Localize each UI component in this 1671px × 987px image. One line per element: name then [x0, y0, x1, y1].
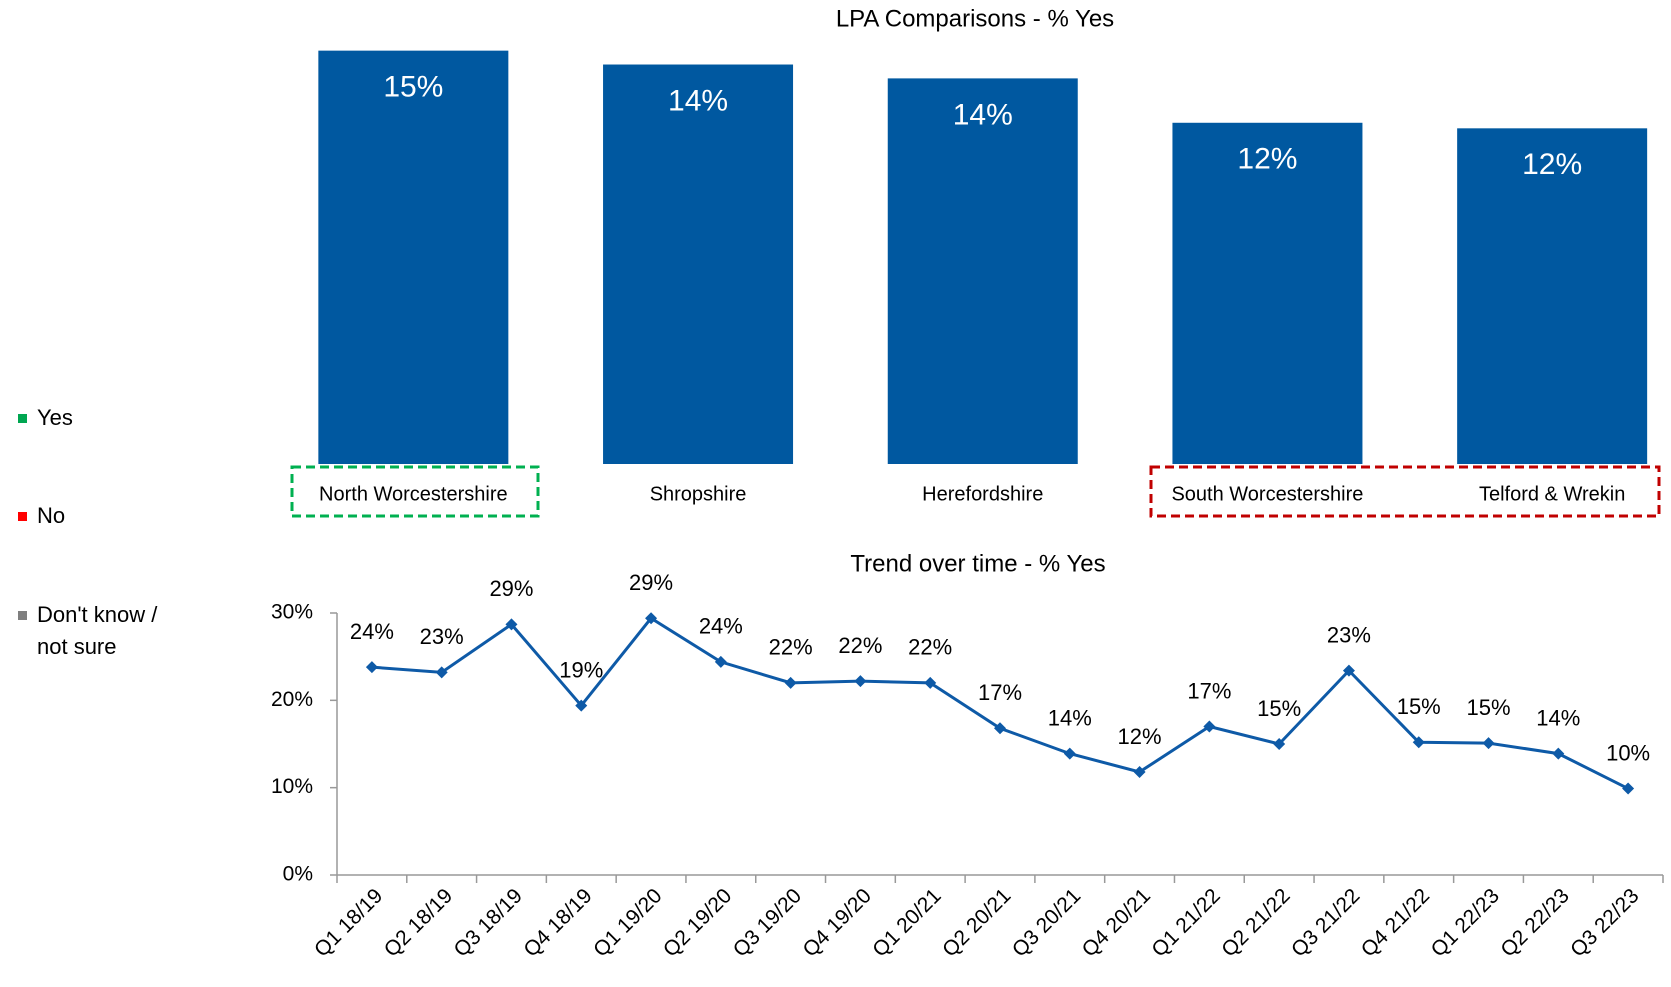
data-label: 17% [978, 680, 1022, 705]
marker [435, 666, 448, 679]
x-tick-label: Q1 18/19 [310, 884, 387, 961]
x-tick-label: Q1 20/21 [868, 884, 945, 961]
marker [1203, 720, 1216, 733]
marker [505, 618, 518, 631]
x-tick-label: Shropshire [650, 483, 747, 505]
bar [603, 64, 794, 465]
x-tick-label: Q2 22/23 [1496, 884, 1573, 961]
data-label: 24% [699, 614, 743, 639]
x-tick-label: Q3 18/19 [450, 884, 527, 961]
marker [365, 661, 378, 674]
marker [1273, 738, 1286, 750]
data-label: 19% [559, 657, 603, 682]
legend-label: No [37, 503, 66, 528]
highlight-box [1149, 465, 1661, 518]
x-tick-label: Herefordshire [922, 483, 1043, 505]
data-label: 12% [1118, 724, 1162, 749]
marker [1412, 736, 1425, 749]
data-label: 23% [1327, 622, 1371, 647]
data-label: 14% [668, 84, 728, 117]
x-tick-label: North Worcestershire [319, 483, 508, 505]
data-label: 22% [769, 635, 813, 660]
x-tick-label: Q2 18/19 [380, 884, 457, 961]
data-label: 15% [1397, 694, 1441, 719]
marker [1552, 747, 1565, 760]
data-label: 23% [420, 624, 464, 649]
legend-label: Yes [37, 405, 73, 430]
data-label: 14% [953, 98, 1013, 131]
legend-label: Don't know / not sure [37, 602, 158, 659]
marker [645, 612, 658, 625]
y-tick-label: 30% [271, 601, 313, 624]
legend-swatch [18, 611, 27, 620]
x-tick-label: Q1 19/20 [589, 884, 666, 961]
data-label: 24% [350, 619, 394, 644]
x-tick-label: South Worcestershire [1171, 483, 1363, 505]
y-tick-label: 0% [283, 863, 313, 886]
chart-title: Trend over time - % Yes [850, 550, 1105, 577]
x-tick-label: Telford & Wrekin [1479, 483, 1625, 505]
data-label: 14% [1048, 705, 1092, 730]
data-label: 10% [1606, 740, 1650, 765]
bar [318, 50, 509, 464]
x-tick-label: Q3 20/21 [1008, 884, 1085, 961]
x-tick-label: Q3 19/20 [729, 884, 806, 961]
highlight-box [290, 465, 540, 518]
data-label: 12% [1237, 143, 1297, 176]
marker [1622, 782, 1635, 795]
marker [854, 675, 867, 688]
bar [887, 78, 1078, 465]
x-tick-label: Q2 21/22 [1217, 884, 1294, 961]
marker [1482, 737, 1495, 750]
x-tick-label: Q3 21/22 [1287, 884, 1364, 961]
data-label: 29% [489, 576, 533, 601]
data-label: 22% [908, 635, 952, 660]
bar [1457, 128, 1648, 465]
y-tick-label: 20% [271, 688, 313, 711]
y-tick-label: 10% [271, 775, 313, 798]
marker [575, 699, 588, 712]
bar [1172, 122, 1363, 464]
legend-swatch [18, 414, 27, 423]
data-label: 29% [629, 570, 673, 595]
chart-title: LPA Comparisons - % Yes [836, 5, 1114, 32]
data-label: 15% [383, 71, 443, 104]
x-tick-label: Q4 18/19 [519, 884, 596, 961]
data-label: 17% [1187, 678, 1231, 703]
x-tick-label: Q3 22/23 [1566, 884, 1643, 961]
x-tick-label: Q4 19/20 [799, 884, 876, 961]
x-tick-label: Q4 20/21 [1078, 884, 1155, 961]
legend-swatch [18, 512, 27, 521]
marker [1342, 664, 1355, 677]
data-label: 22% [838, 633, 882, 658]
x-tick-label: Q1 21/22 [1147, 884, 1224, 961]
data-label: 12% [1522, 148, 1582, 181]
marker [924, 676, 937, 689]
x-tick-label: Q4 21/22 [1357, 884, 1434, 961]
marker [784, 676, 797, 689]
marker [714, 655, 727, 668]
marker [1063, 747, 1076, 760]
data-label: 15% [1257, 696, 1301, 721]
data-label: 14% [1536, 705, 1580, 730]
data-label: 15% [1467, 695, 1511, 720]
x-tick-label: Q2 20/21 [938, 884, 1015, 961]
marker [994, 722, 1006, 735]
x-tick-label: Q1 22/23 [1427, 884, 1504, 961]
marker [1133, 765, 1146, 778]
x-tick-label: Q2 19/20 [659, 884, 736, 961]
